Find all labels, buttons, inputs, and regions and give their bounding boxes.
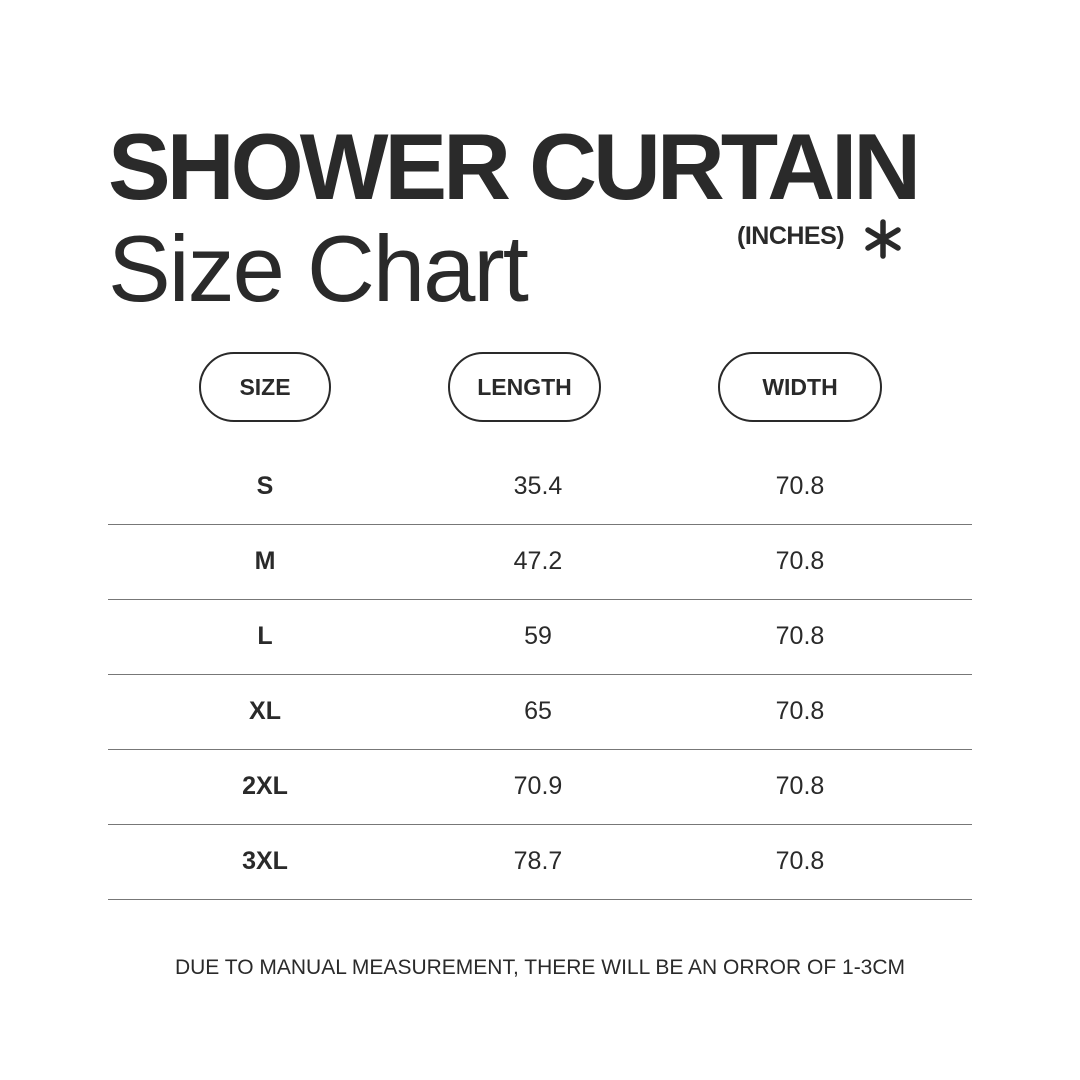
- table-row: 3XL 78.7 70.8: [108, 824, 972, 900]
- cell-size: L: [257, 622, 273, 650]
- column-header-width: WIDTH: [718, 352, 882, 422]
- table-row: L 59 70.8: [108, 599, 972, 675]
- table-row: XL 65 70.8: [108, 674, 972, 750]
- table-row: M 47.2 70.8: [108, 524, 972, 600]
- asterisk-icon: [865, 219, 901, 259]
- cell-length: 70.9: [513, 772, 563, 800]
- cell-length: 47.2: [513, 547, 563, 575]
- cell-length: 35.4: [513, 472, 563, 500]
- cell-size: 2XL: [242, 772, 288, 800]
- units-label: (INCHES): [737, 222, 845, 250]
- column-header-size: SIZE: [199, 352, 331, 422]
- page-subtitle: Size Chart: [108, 216, 529, 321]
- cell-size: XL: [249, 697, 281, 725]
- cell-width: 70.8: [775, 697, 825, 725]
- table-row: S 35.4 70.8: [108, 449, 972, 525]
- page-title: SHOWER CURTAIN: [108, 114, 921, 219]
- cell-width: 70.8: [775, 622, 825, 650]
- cell-width: 70.8: [775, 847, 825, 875]
- measurement-note: DUE TO MANUAL MEASUREMENT, THERE WILL BE…: [174, 956, 906, 979]
- cell-length: 59: [524, 622, 552, 650]
- cell-size: M: [254, 547, 276, 575]
- cell-width: 70.8: [775, 472, 825, 500]
- cell-width: 70.8: [775, 772, 825, 800]
- cell-length: 78.7: [513, 847, 563, 875]
- cell-length: 65: [524, 697, 552, 725]
- table-row: 2XL 70.9 70.8: [108, 749, 972, 825]
- column-header-length: LENGTH: [448, 352, 601, 422]
- cell-size: S: [256, 472, 274, 500]
- cell-size: 3XL: [242, 847, 288, 875]
- cell-width: 70.8: [775, 547, 825, 575]
